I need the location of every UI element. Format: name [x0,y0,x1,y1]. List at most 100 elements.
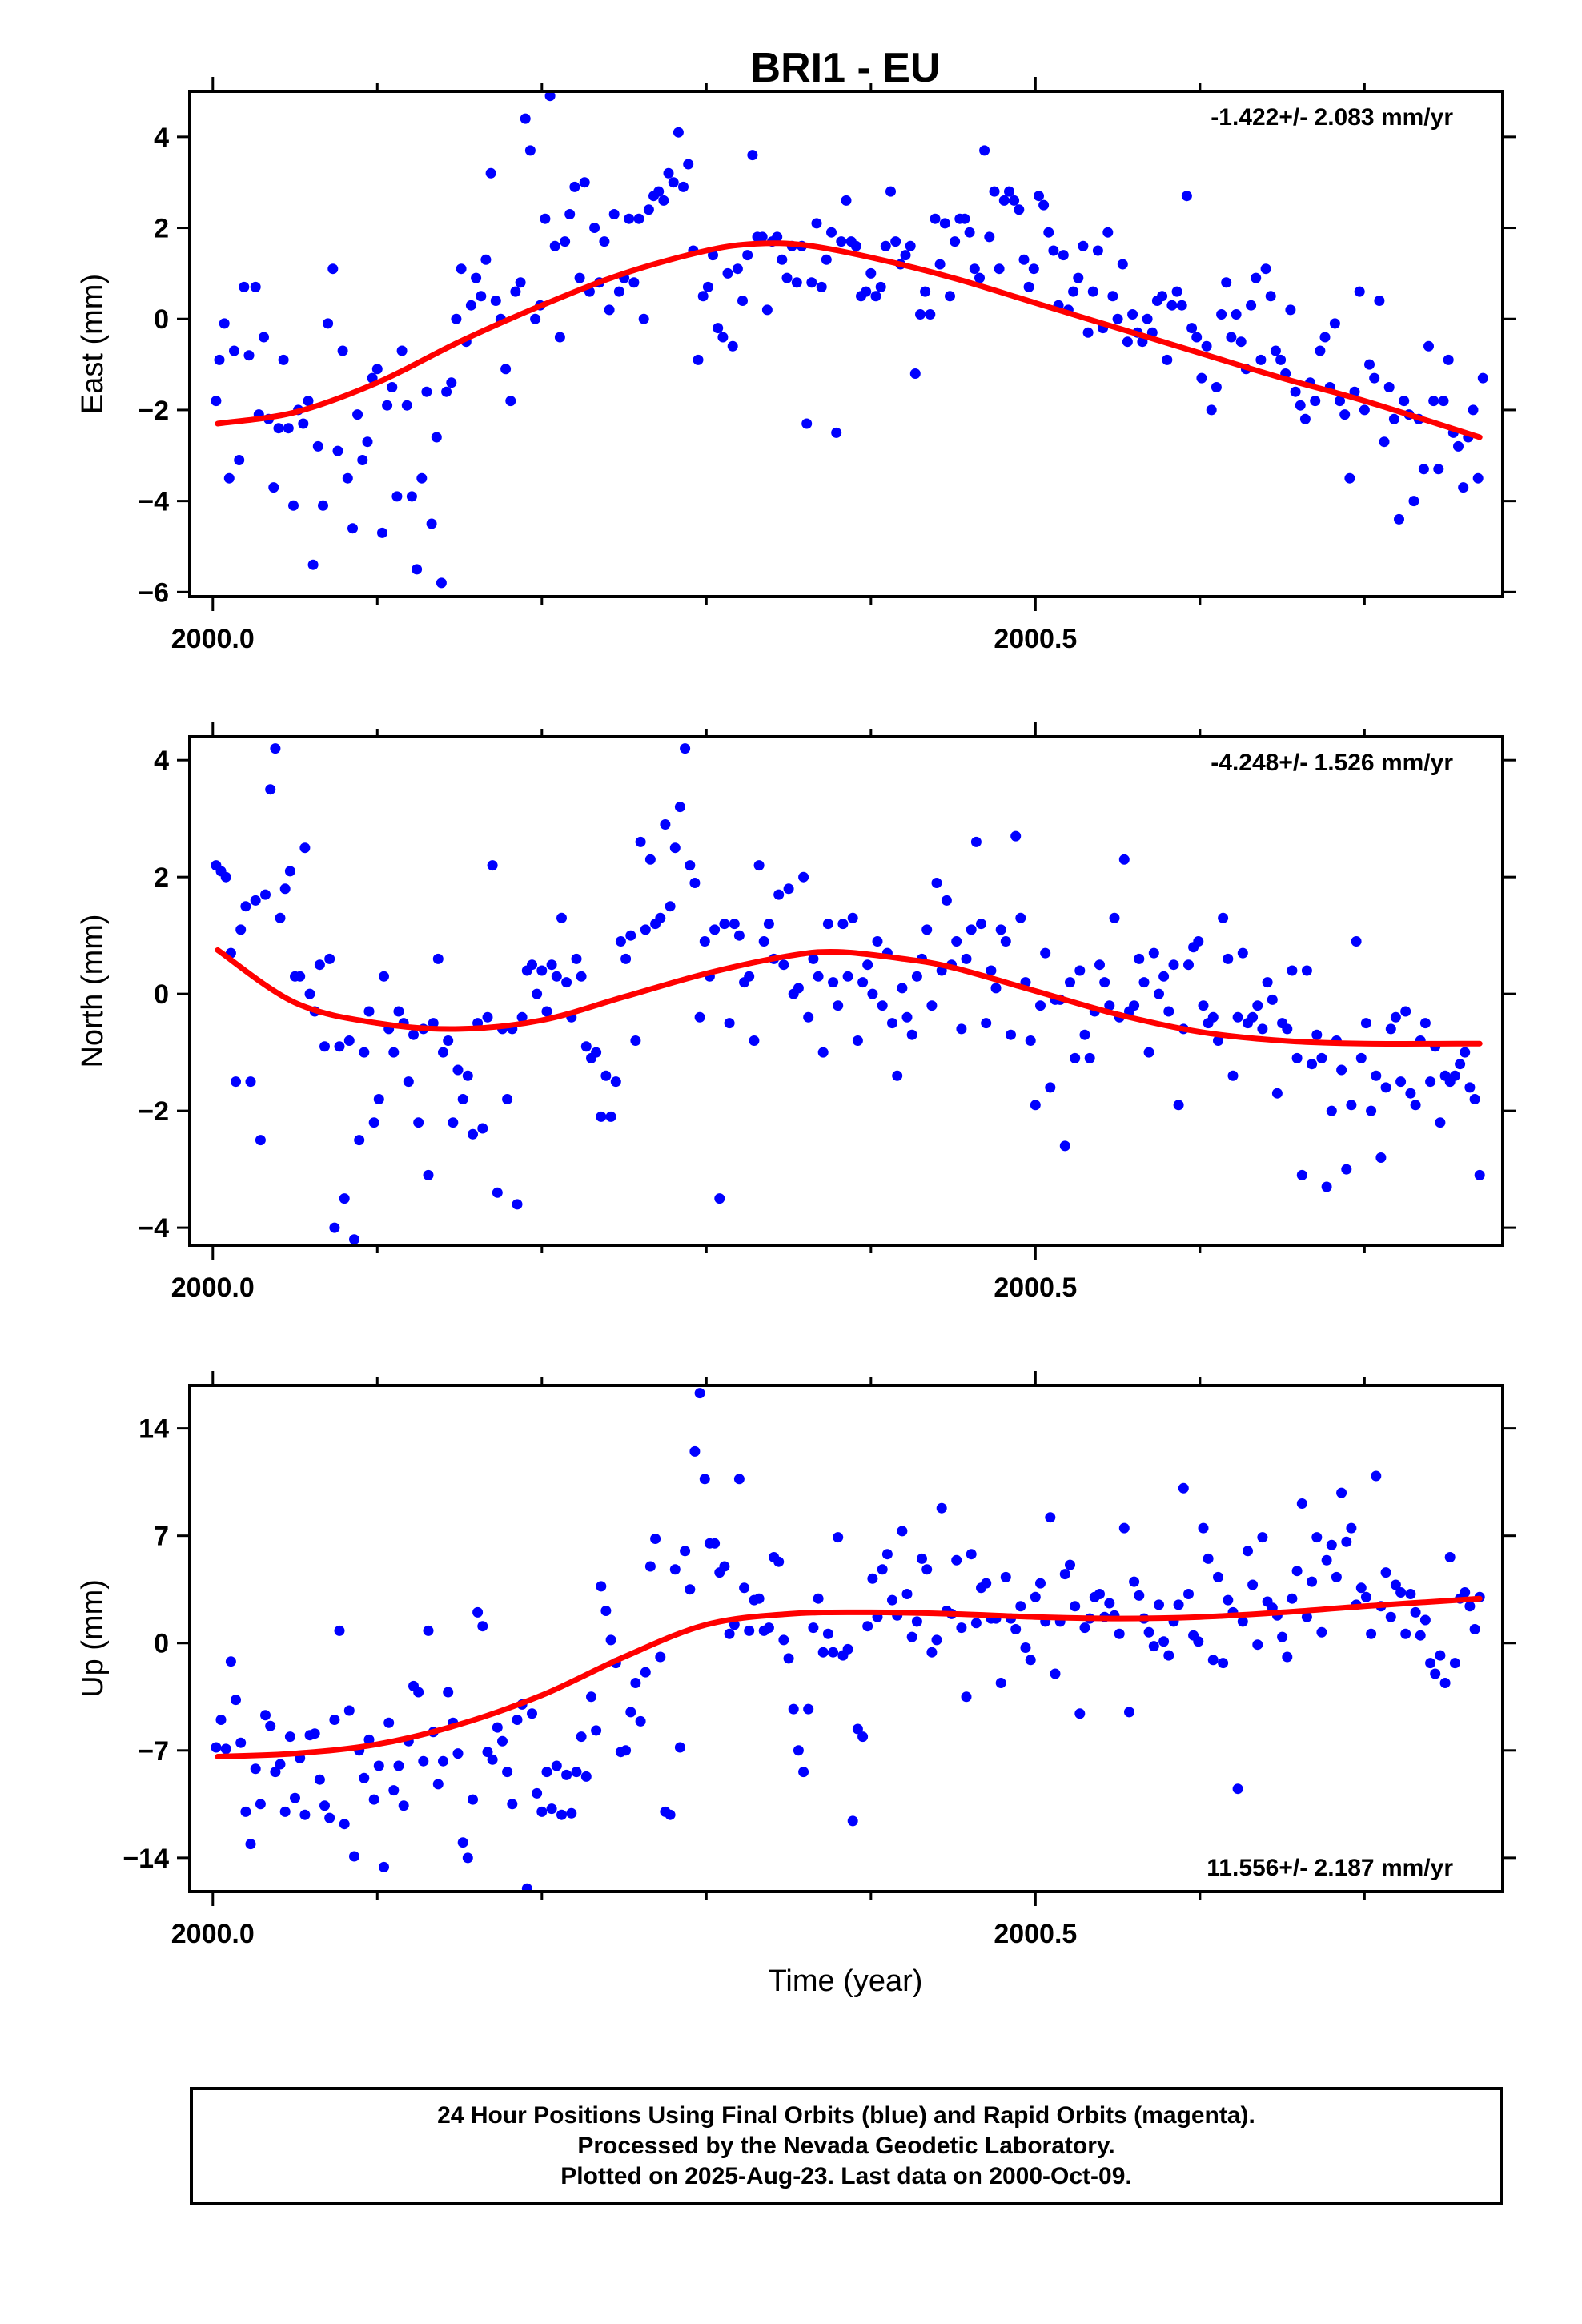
data-point [1018,254,1030,265]
data-point [239,281,250,292]
data-point [1058,250,1069,261]
data-point [1329,318,1340,329]
data-point [1277,1631,1288,1642]
data-point [1460,1587,1471,1598]
data-point [1394,513,1404,525]
data-point [1050,1668,1061,1679]
data-point [778,959,789,971]
data-point [235,924,247,935]
data-point [268,482,279,493]
data-point [265,784,276,795]
data-point [1114,1628,1125,1639]
data-point [713,323,724,334]
data-point [1291,1052,1303,1063]
data-point [418,1755,429,1767]
data-point [1311,1532,1323,1543]
data-point [441,386,452,397]
data-point [964,227,975,238]
data-point [1252,1639,1263,1651]
data-point [600,1070,612,1081]
data-point [1270,345,1281,356]
data-point [492,1187,503,1198]
data-point [1020,1642,1031,1653]
data-point [906,1631,917,1642]
data-point [956,1622,967,1634]
data-point [798,1767,809,1778]
data-point [1341,1536,1352,1547]
data-point [1418,464,1429,475]
data-point [901,1011,913,1023]
data-point [821,254,832,265]
data-point [979,145,990,156]
data-point [1371,1070,1382,1081]
data-point [1221,277,1232,288]
data-point [1296,1169,1307,1180]
data-point [1092,245,1103,256]
data-point [1435,1117,1446,1128]
data-point [1319,332,1331,343]
data-point [551,1760,562,1771]
data-point [1118,854,1130,865]
data-point [505,396,516,407]
data-point [742,250,753,261]
data-point [303,396,314,407]
data-point [793,1745,804,1756]
data-point [352,409,363,420]
data-point [438,1755,448,1767]
data-point [1158,971,1170,982]
data-point [1059,1569,1070,1580]
data-point [806,277,817,288]
data-point [541,1767,552,1778]
y-tick-label: 14 [139,1414,169,1445]
data-point [976,919,986,930]
data-point [1070,1601,1081,1612]
data-point [1223,1594,1234,1606]
data-point [1048,245,1059,256]
data-point [1082,327,1094,338]
data-point [1405,1088,1416,1099]
figure-title: BRI1 - EU [751,45,941,91]
data-point [1316,1626,1327,1638]
data-point [1472,472,1484,484]
data-point [530,313,541,324]
data-point [546,1803,557,1815]
data-point [995,924,1006,935]
data-point [1458,482,1469,493]
data-point [354,1135,365,1146]
data-point [966,924,977,935]
data-point [831,427,842,438]
data-point [808,1622,819,1634]
data-point [870,291,881,302]
data-point [761,304,773,316]
data-point [589,223,600,233]
x-tick-label: 2000.0 [171,624,255,654]
data-point [995,1678,1006,1688]
y-axis-label: North (mm) [76,914,110,1068]
y-tick-label: −4 [138,487,169,517]
data-point [1419,1614,1431,1626]
data-point [1243,1546,1253,1557]
data-point [605,1634,616,1646]
data-point [1030,1591,1041,1602]
data-point [990,983,1002,994]
data-point [342,472,353,484]
data-point [724,1018,735,1029]
data-point [635,836,646,847]
data-point [327,263,339,275]
data-point [1023,281,1034,292]
data-point [1282,1023,1293,1035]
data-point [1173,1599,1184,1610]
data-point [1173,1100,1184,1111]
data-point [1142,313,1153,324]
data-point [880,240,891,251]
data-point [911,1616,922,1627]
data-point [443,1687,454,1698]
data-point [1346,1100,1357,1111]
data-point [1078,240,1089,251]
data-point [1410,1100,1421,1111]
data-point [1423,340,1434,352]
data-point [319,1800,330,1811]
data-point [382,400,393,411]
data-point [1355,1052,1367,1063]
data-point [324,953,335,964]
